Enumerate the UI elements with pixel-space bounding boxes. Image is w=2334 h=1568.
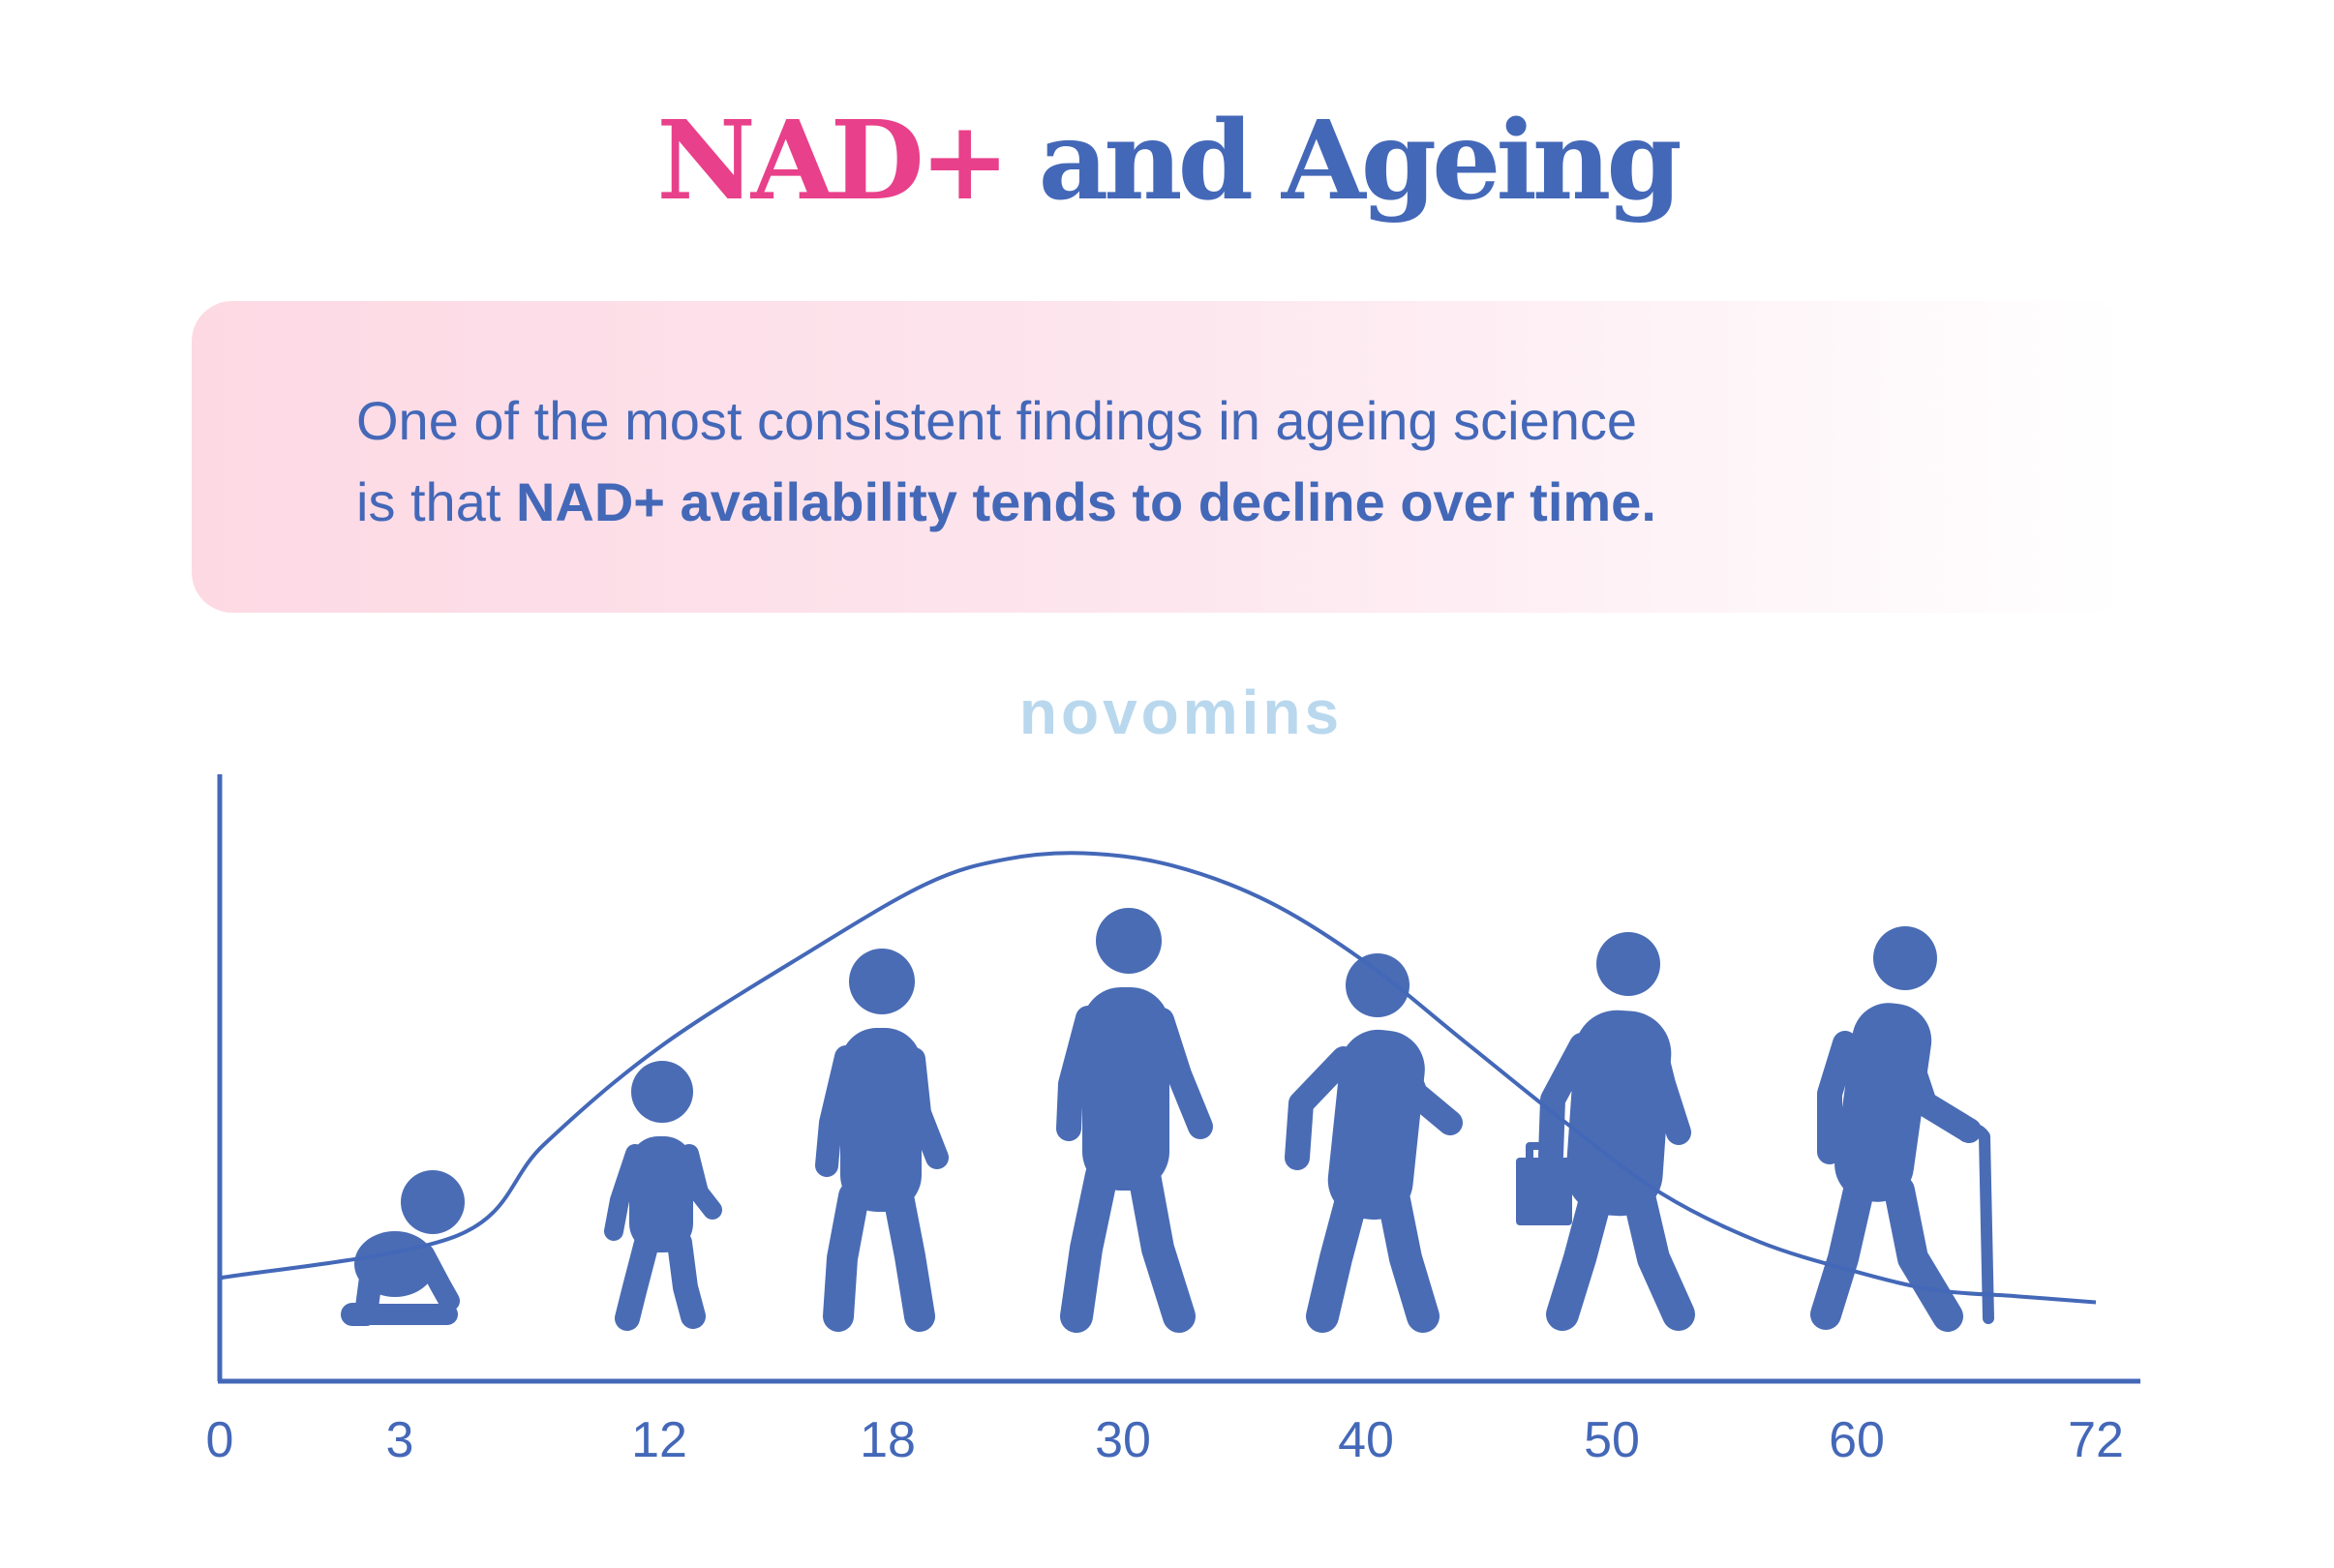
elderly-cane-icon (1810, 926, 1994, 1332)
businessman-briefcase-icon (1516, 932, 1695, 1331)
summary-banner (192, 301, 2130, 613)
x-tick-label-30: 30 (1095, 1412, 1151, 1468)
nad-curve (219, 851, 2097, 1305)
teen-icon (815, 949, 949, 1332)
x-tick-label-18: 18 (860, 1412, 916, 1468)
x-tick-label-12: 12 (631, 1412, 687, 1468)
page-title: NAD+ and Ageing (0, 97, 2334, 226)
summary-text: One of the most consistent findings in a… (356, 380, 2118, 543)
x-tick-label-0: 0 (206, 1412, 234, 1468)
x-tick-label-40: 40 (1338, 1412, 1394, 1468)
brand-watermark: novomins (1019, 678, 1343, 747)
summary-line-2-bold: NAD+ availability tends to decline over … (515, 471, 1656, 532)
middle-aged-icon (1285, 953, 1463, 1333)
title-nad: NAD+ (656, 98, 1010, 225)
x-tick-labels: 0 3 12 18 30 40 50 60 72 (206, 1412, 2124, 1468)
x-tick-label-72: 72 (2068, 1412, 2124, 1468)
age-figures (341, 908, 1994, 1333)
title-and-ageing: and Ageing (1038, 98, 1682, 225)
summary-line-1: One of the most consistent findings in a… (356, 390, 1637, 451)
child-icon (604, 1061, 722, 1331)
x-tick-label-60: 60 (1829, 1412, 1885, 1468)
x-tick-label-3: 3 (386, 1412, 414, 1468)
adult-icon (1056, 908, 1213, 1333)
summary-line-2-prefix: is that (356, 471, 501, 532)
x-tick-label-50: 50 (1584, 1412, 1640, 1468)
crawling-baby-icon (341, 1170, 465, 1326)
